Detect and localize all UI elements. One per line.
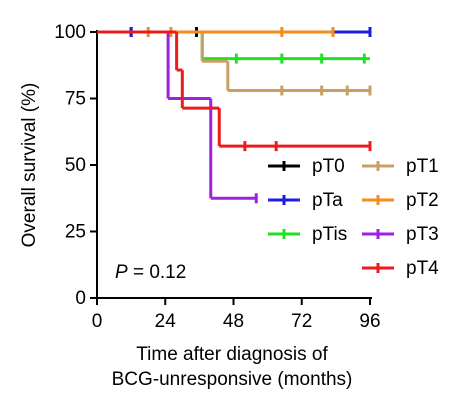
y-axis-label: Overall survival (%) (19, 83, 40, 248)
legend-label: pT0 (312, 156, 345, 177)
x-tick-label: 0 (92, 311, 103, 332)
y-tick-label: 25 (65, 222, 86, 243)
legend-label: pT3 (406, 224, 439, 245)
x-tick-label: 24 (155, 311, 177, 332)
annotation: P = 0.12 (115, 262, 186, 283)
x-tick-label: 48 (223, 311, 244, 332)
x-tick-label: 96 (359, 311, 380, 332)
y-tick-label: 75 (65, 89, 86, 110)
y-tick-label: 100 (54, 22, 86, 43)
annotation-italic: P (115, 262, 128, 283)
legend-label: pT1 (406, 156, 439, 177)
y-tick-label: 50 (65, 155, 86, 176)
x-tick-label: 72 (291, 311, 312, 332)
y-tick-label: 0 (75, 288, 86, 309)
annotation-text: = 0.12 (128, 262, 187, 283)
legend-label: pT4 (406, 258, 439, 279)
legend-label: pTis (312, 224, 347, 245)
x-axis-label: Time after diagnosis of (136, 344, 328, 365)
legend-label: pT2 (406, 190, 439, 211)
legend-label: pTa (312, 190, 343, 211)
x-axis-label: BCG-unresponsive (months) (112, 369, 353, 390)
